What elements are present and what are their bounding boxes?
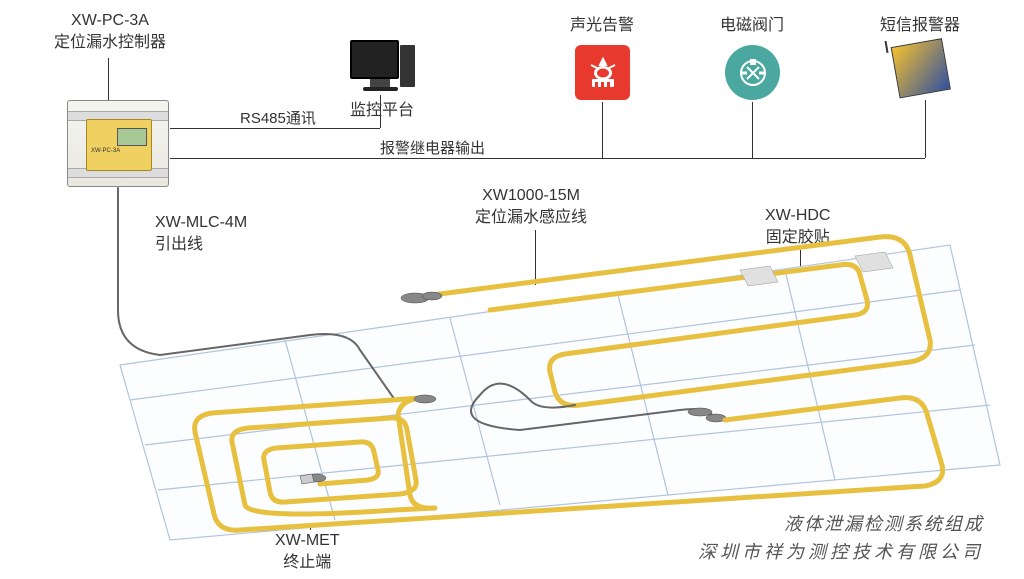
company-name: 深圳市祥为测控技术有限公司 <box>698 538 984 564</box>
diagram-title: 液体泄漏检测系统组成 <box>784 510 984 536</box>
floor-diagram <box>0 0 1024 579</box>
